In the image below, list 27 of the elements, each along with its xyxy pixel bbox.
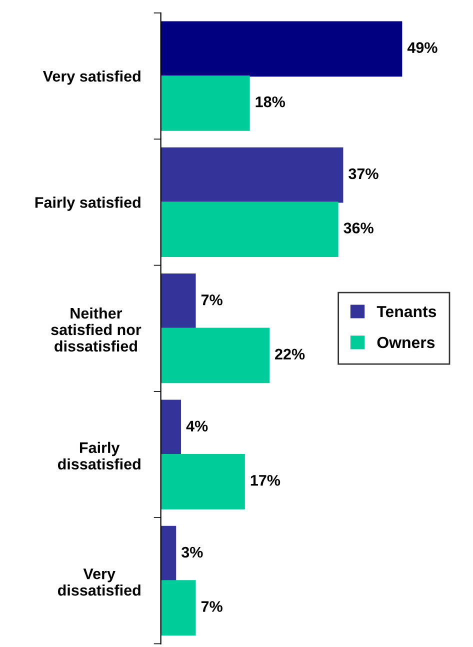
y-tick-label: Fairly dissatisfied bbox=[58, 442, 140, 470]
data-label: 22% bbox=[275, 348, 305, 360]
bar bbox=[160, 580, 196, 636]
data-label: 7% bbox=[201, 294, 222, 306]
y-tick-label: Neither satisfied nor dissatisfied bbox=[51, 307, 142, 352]
data-label: 37% bbox=[348, 168, 378, 180]
data-label: 3% bbox=[181, 546, 203, 558]
data-label: 36% bbox=[344, 222, 374, 234]
bar bbox=[160, 328, 270, 384]
bar bbox=[160, 21, 402, 77]
bar bbox=[160, 202, 338, 257]
bar bbox=[160, 400, 182, 456]
data-label: 18% bbox=[256, 96, 286, 108]
y-tick-label: Fairly satisfied bbox=[35, 196, 140, 211]
bar bbox=[160, 526, 176, 582]
bar bbox=[160, 75, 250, 131]
bar bbox=[160, 147, 344, 203]
data-label: 7% bbox=[201, 601, 222, 612]
legend-label: Tenants bbox=[376, 306, 436, 318]
bar bbox=[160, 274, 196, 329]
data-label: 17% bbox=[250, 474, 280, 486]
bar bbox=[160, 454, 245, 510]
legend-label: Owners bbox=[377, 336, 435, 348]
y-tick-label: Very satisfied bbox=[42, 70, 140, 85]
data-label: 49% bbox=[407, 42, 438, 53]
y-tick-label: Very dissatisfied bbox=[58, 568, 140, 596]
data-label: 4% bbox=[186, 420, 208, 432]
